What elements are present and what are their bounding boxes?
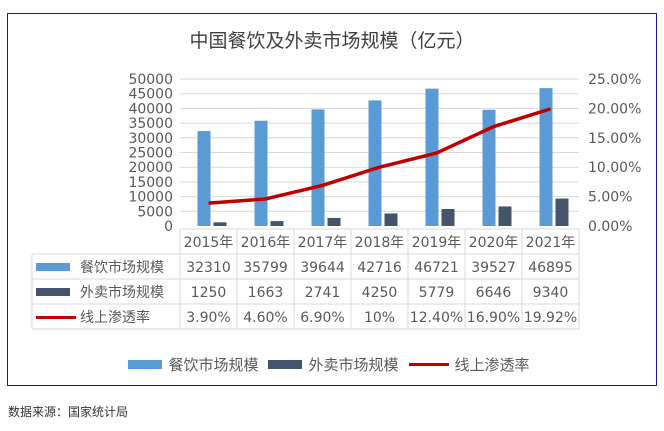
left-axis-tick: 20000 xyxy=(128,160,173,176)
table-cell: 39527 xyxy=(471,260,516,276)
legend-swatch-catering xyxy=(128,360,163,369)
table-cell: 4250 xyxy=(362,285,398,301)
left-axis-tick: 10000 xyxy=(128,190,173,206)
legend-line-penetration xyxy=(408,363,449,366)
table-legend-swatch xyxy=(36,263,70,271)
table-row-label: 线上渗透率 xyxy=(80,309,150,326)
table-cell: 6.90% xyxy=(300,310,344,326)
table-cell: 1663 xyxy=(248,285,284,301)
table-cell: 2741 xyxy=(305,285,341,301)
table-cell: 19.92% xyxy=(524,310,577,326)
left-axis-tick: 45000 xyxy=(128,87,173,103)
table-cell: 46895 xyxy=(528,260,573,276)
table-row-label: 外卖市场规模 xyxy=(80,284,164,301)
table-cell: 42716 xyxy=(357,260,402,276)
left-axis-tick: 50000 xyxy=(128,72,173,88)
bar-catering xyxy=(197,131,211,226)
left-axis-tick: 0 xyxy=(164,219,173,235)
table-cell: 32310 xyxy=(186,260,231,276)
legend-item-takeout: 外卖市场规模 xyxy=(268,354,399,375)
legend-label: 外卖市场规模 xyxy=(308,356,399,374)
right-axis-tick: 5.00% xyxy=(588,190,632,206)
legend-item-catering: 餐饮市场规模 xyxy=(128,354,258,375)
chart-legend: 餐饮市场规模 外卖市场规模 线上渗透率 xyxy=(0,354,664,375)
table-year: 2017年 xyxy=(298,235,348,251)
bar-catering xyxy=(311,109,325,226)
table-cell: 4.60% xyxy=(243,310,287,326)
table-year: 2021年 xyxy=(526,235,576,251)
table-cell: 1250 xyxy=(191,285,227,301)
bar-takeout xyxy=(327,217,341,226)
legend-item-penetration: 线上渗透率 xyxy=(408,354,530,375)
table-cell: 6646 xyxy=(476,285,512,301)
bar-takeout xyxy=(384,213,398,226)
table-cell: 12.40% xyxy=(410,310,463,326)
bar-catering xyxy=(539,88,553,227)
left-axis-tick: 25000 xyxy=(128,146,173,162)
right-axis-tick: 15.00% xyxy=(588,131,641,147)
table-year: 2020年 xyxy=(469,235,519,251)
table-row-label: 餐饮市场规模 xyxy=(80,259,164,276)
right-axis-tick: 10.00% xyxy=(588,160,641,176)
table-cell: 10% xyxy=(364,310,395,326)
table-legend-swatch xyxy=(36,288,70,296)
table-year: 2015年 xyxy=(184,235,234,251)
legend-swatch-takeout xyxy=(268,360,303,369)
table-cell: 5779 xyxy=(419,285,455,301)
chart-title: 中国餐饮及外卖市场规模（亿元） xyxy=(189,30,475,52)
right-axis-tick: 25.00% xyxy=(588,72,641,88)
chart-frame xyxy=(7,13,657,386)
bar-catering xyxy=(368,100,382,226)
left-axis-tick: 15000 xyxy=(128,175,173,191)
left-axis-tick: 5000 xyxy=(137,204,173,220)
left-axis-tick: 40000 xyxy=(128,101,173,117)
bar-takeout xyxy=(441,209,455,226)
table-year: 2018年 xyxy=(355,235,405,251)
table-cell: 9340 xyxy=(533,285,569,301)
table-cell: 46721 xyxy=(414,260,459,276)
bar-catering xyxy=(482,109,496,226)
bar-takeout xyxy=(270,221,284,226)
legend-label: 线上渗透率 xyxy=(454,356,530,374)
bar-catering xyxy=(425,88,439,226)
bar-takeout xyxy=(213,222,227,226)
bar-takeout xyxy=(498,206,512,226)
table-year: 2019年 xyxy=(412,235,462,251)
legend-label: 餐饮市场规模 xyxy=(168,356,259,374)
table-cell: 16.90% xyxy=(467,310,520,326)
right-axis-tick: 0.00% xyxy=(588,219,632,235)
source-note: 数据来源：国家统计局 xyxy=(8,405,129,419)
bar-takeout xyxy=(555,198,569,226)
table-year: 2016年 xyxy=(241,235,291,251)
line-penetration xyxy=(208,107,552,205)
table-cell: 39644 xyxy=(300,260,345,276)
table-legend-line xyxy=(36,316,76,319)
table-cell: 35799 xyxy=(243,260,288,276)
bar-catering xyxy=(254,120,268,226)
table-cell: 3.90% xyxy=(186,310,230,326)
left-axis-tick: 35000 xyxy=(128,116,173,132)
right-axis-tick: 20.00% xyxy=(588,101,641,117)
left-axis-tick: 30000 xyxy=(128,131,173,147)
